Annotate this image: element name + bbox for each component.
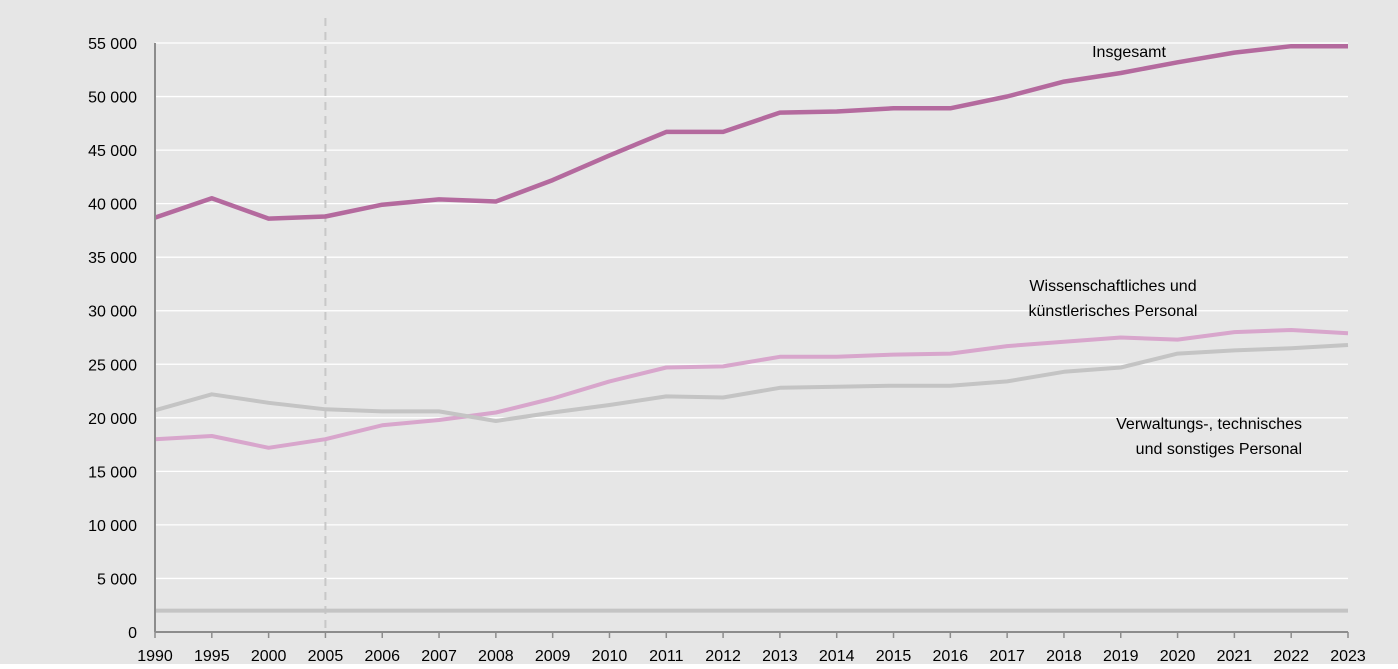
x-tick-label: 2007: [421, 648, 457, 664]
annotation-wissenschaftliches-line1: Wissenschaftliches und: [1029, 278, 1196, 295]
x-tick-label: 2020: [1160, 648, 1196, 664]
x-tick-label: 2011: [649, 648, 684, 664]
x-tick-label: 2017: [989, 648, 1025, 664]
x-tick-label: 2012: [705, 648, 741, 664]
x-tick-label: 2009: [535, 648, 571, 664]
y-tick-label: 30 000: [88, 304, 137, 321]
y-tick-labels: 0 5 000 10 000 15 000 20 000 25 000 30 000 35 0…: [88, 36, 137, 642]
y-tick-label: 40 000: [88, 197, 137, 214]
x-tick-label: 2018: [1046, 648, 1082, 664]
annotation-verwaltungs-line1: Verwaltungs-, technisches: [1116, 416, 1302, 433]
x-tick-label: 2008: [478, 648, 514, 664]
series-lines: [154, 43, 1349, 613]
y-tick-label: 15 000: [88, 464, 137, 481]
x-tick-label: 2006: [364, 648, 400, 664]
x-tick-label: 2015: [876, 648, 912, 664]
gridlines: [155, 42, 1348, 580]
x-tick-label: 2005: [308, 648, 344, 664]
series-line-2: [154, 343, 1349, 423]
y-tick-label: 50 000: [88, 90, 137, 107]
x-tick-label: 2019: [1103, 648, 1139, 664]
y-tick-label: 20 000: [88, 411, 137, 428]
series-line-1: [154, 328, 1349, 450]
annotation-wissenschaftliches-line2: künstlerisches Personal: [1029, 303, 1198, 320]
x-tick-labels: 1990 1995 2000 2005 2006 2007 2008 2009 2010 2011…: [137, 648, 1366, 665]
series-annotations: Insgesamt Wissenschaftliches und künstle…: [1029, 44, 1302, 458]
annotation-verwaltungs-line2: und sonstiges Personal: [1136, 441, 1302, 458]
annotation-insgesamt: Insgesamt: [1092, 44, 1166, 61]
x-tick-label: 2021: [1217, 648, 1253, 664]
x-tick-label: 2022: [1273, 648, 1309, 664]
y-tick-label: 0: [128, 625, 137, 642]
y-tick-label: 55 000: [88, 36, 137, 53]
x-tick-label: 2023: [1330, 648, 1366, 664]
x-tick-label: 1995: [194, 648, 230, 664]
x-tick-label: 2016: [933, 648, 969, 664]
y-tick-label: 45 000: [88, 143, 137, 160]
y-tick-label: 35 000: [88, 250, 137, 267]
y-tick-label: 5 000: [97, 571, 137, 588]
x-tick-label: 2010: [592, 648, 628, 664]
y-tick-label: 10 000: [88, 518, 137, 535]
axes: [154, 43, 1349, 638]
y-tick-label: 25 000: [88, 357, 137, 374]
series-line-0: [154, 43, 1348, 221]
x-tick-label: 2013: [762, 648, 798, 664]
x-tick-label: 2014: [819, 648, 855, 664]
x-tick-label: 2000: [251, 648, 287, 664]
x-tick-label: 1990: [137, 648, 173, 664]
